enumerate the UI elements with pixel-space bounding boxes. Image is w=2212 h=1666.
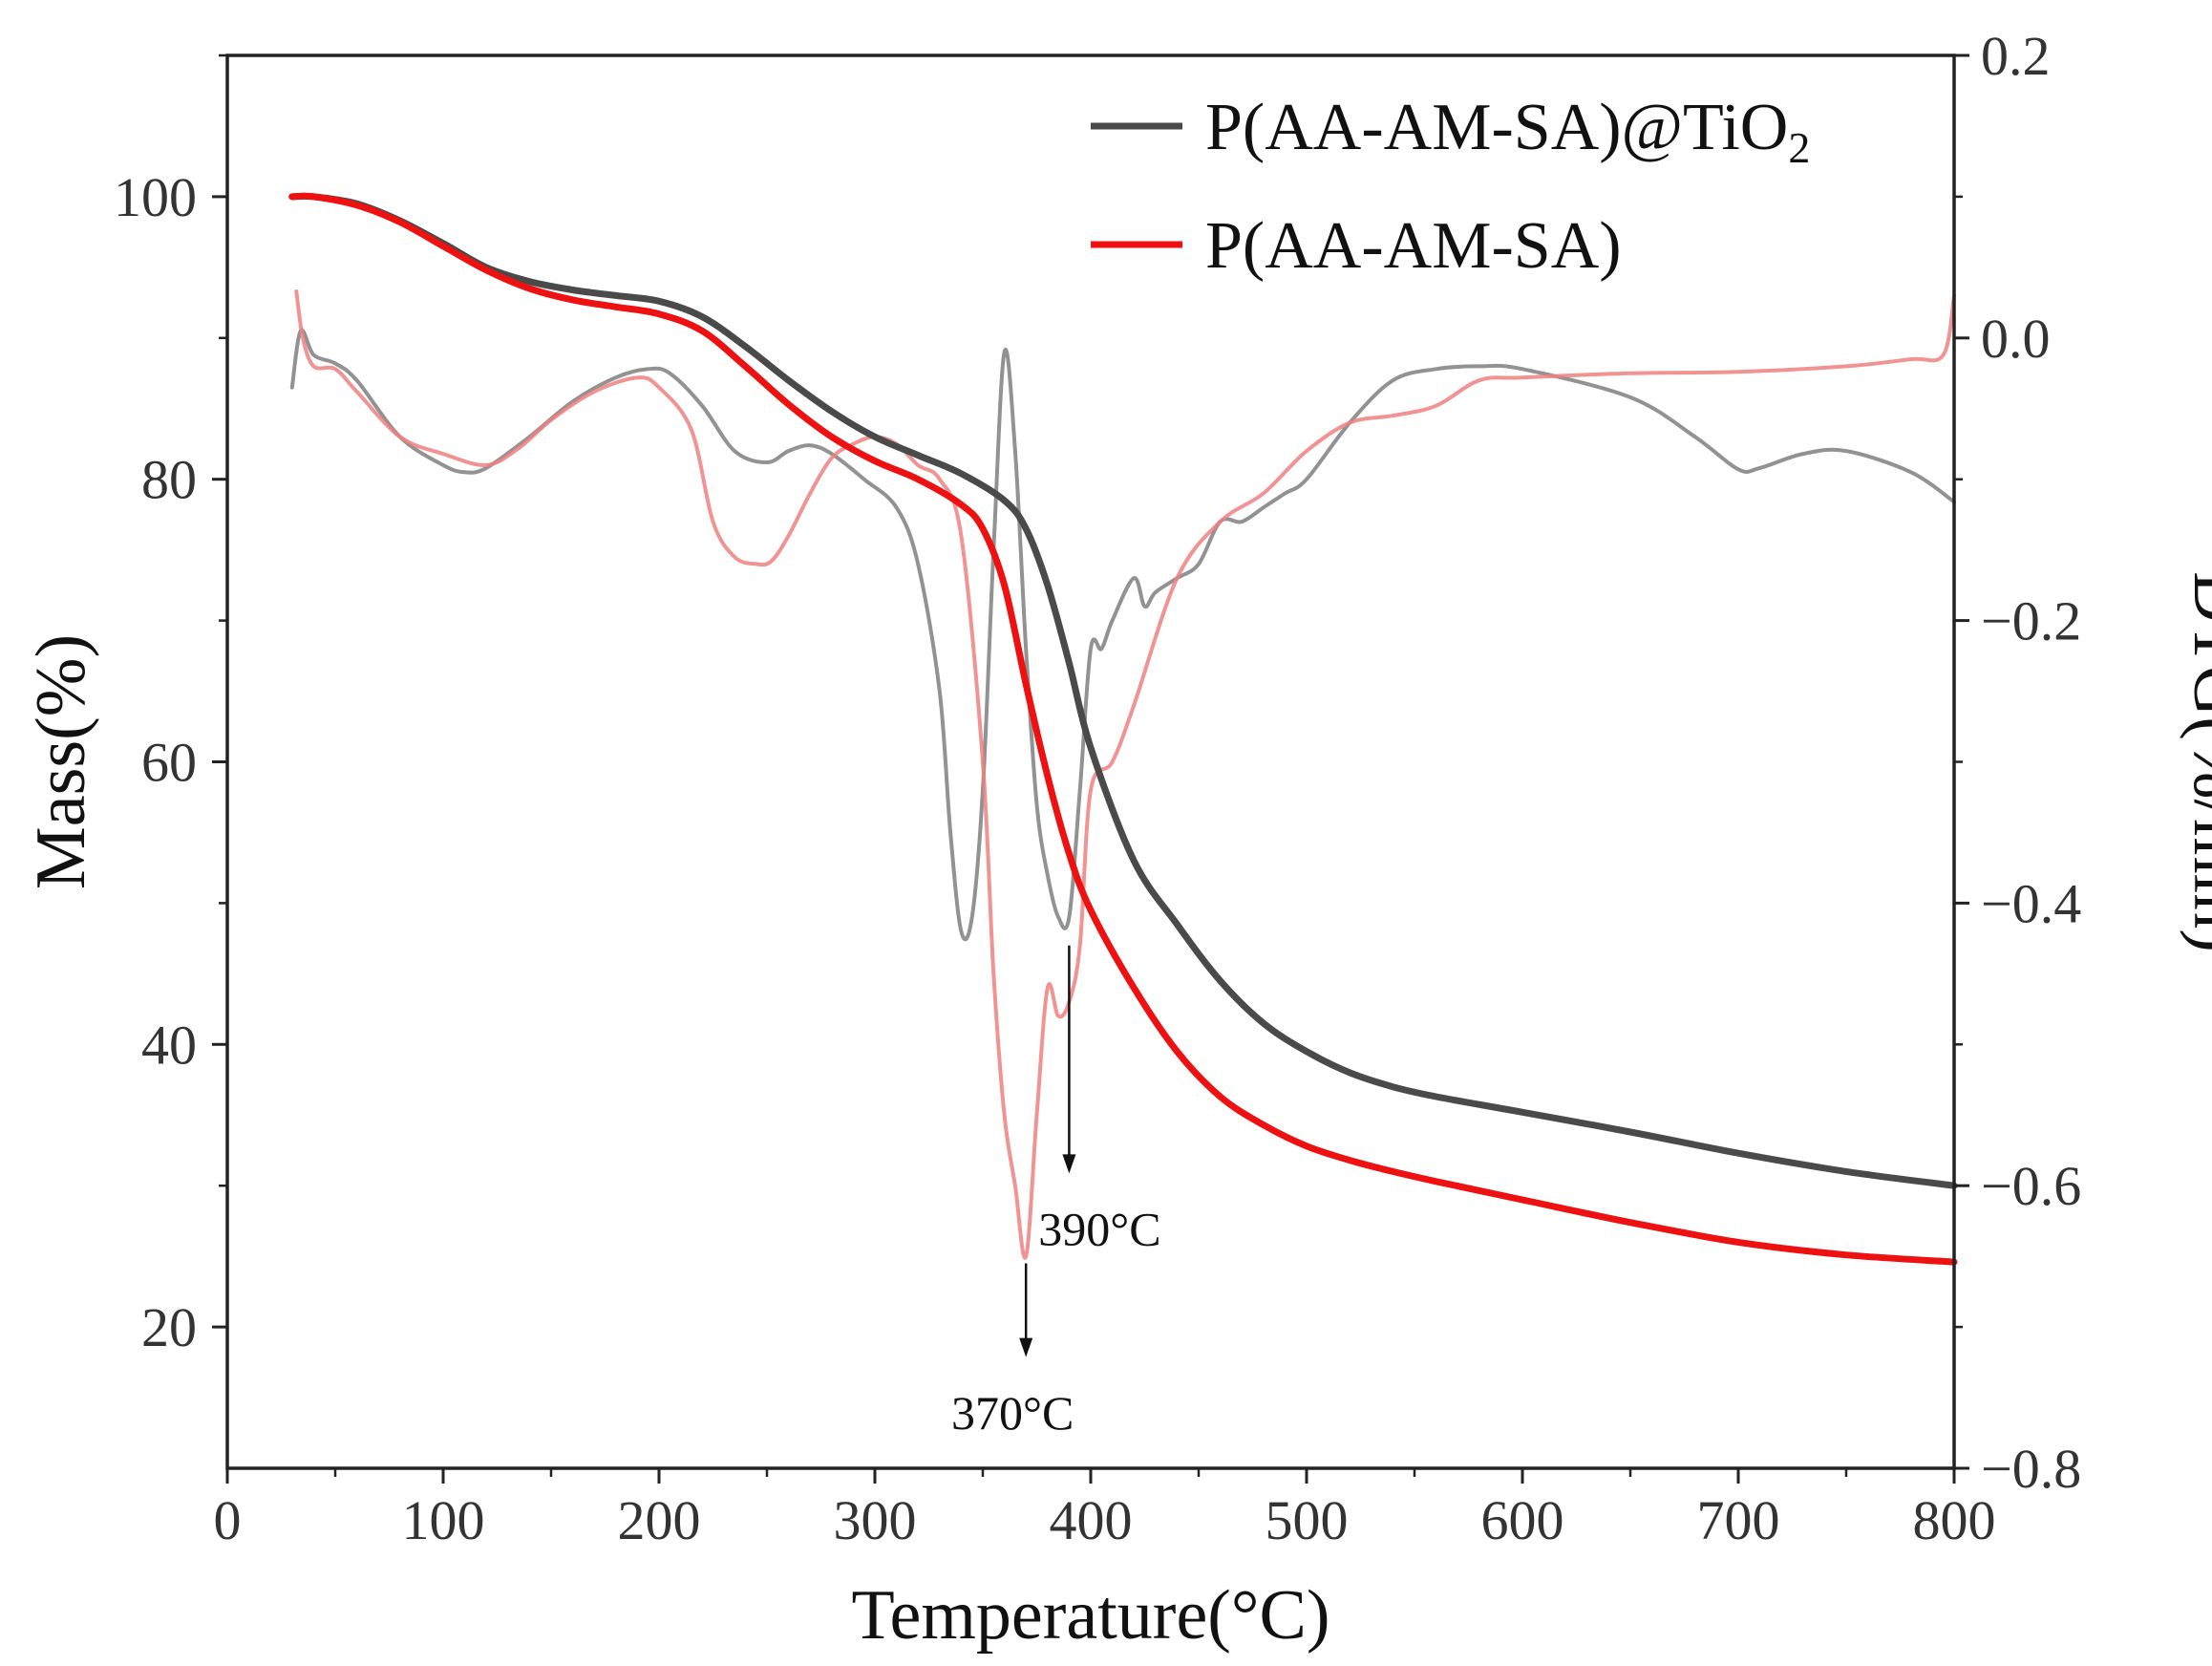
peak-annotations: 390°C 370°C [951,945,1161,1440]
y-right-axis-title: DTG(%/min) [2179,571,2212,952]
x-axis-title: Temperature(°C) [851,1576,1329,1655]
y-left-tick-label: 80 [141,449,197,511]
series-line-0 [288,192,1958,1189]
series-line-3 [294,289,1956,1260]
x-tick-label: 700 [1697,1489,1780,1551]
x-tick-label: 0 [214,1489,242,1551]
legend-label-tio2-main: P(AA-AM-SA)@TiO [1205,91,1788,164]
mass-series-layer [288,192,1958,1266]
y-right-tick-label: −0.8 [1981,1438,2081,1500]
y-right-axis-ticks: −0.8 −0.6 −0.4 −0.2 0.0 0.2 [1954,25,2081,1500]
legend: P(AA-AM-SA)@TiO2 P(AA-AM-SA) [1091,91,1810,283]
x-tick-label: 600 [1481,1489,1564,1551]
y-right-tick-label: −0.2 [1981,590,2081,652]
y-right-tick-label: −0.4 [1981,872,2081,934]
x-axis-ticks: 0 100 200 300 400 500 600 700 800 [214,1468,1996,1551]
x-tick-label: 400 [1050,1489,1133,1551]
y-right-tick-label: 0.2 [1981,25,2051,87]
y-right-tick-label: 0.0 [1981,308,2051,370]
legend-label-tio2-subscript: 2 [1788,123,1810,172]
annotation-arrowhead [1062,1154,1076,1174]
x-tick-label: 800 [1913,1489,1996,1551]
annotation-arrowhead [1019,1337,1033,1357]
y-left-tick-label: 40 [141,1014,197,1076]
y-left-tick-label: 20 [141,1296,197,1358]
legend-label-plain: P(AA-AM-SA) [1205,209,1622,283]
x-tick-label: 300 [834,1489,917,1551]
y-left-tick-label: 60 [141,732,197,794]
y-left-axis-ticks: 20 40 60 80 100 [114,53,227,1358]
annotation-label: 370°C [951,1386,1074,1440]
series-line-1 [288,192,1958,1266]
x-tick-label: 500 [1266,1489,1349,1551]
y-left-axis-title: Mass(%) [22,634,100,889]
y-left-tick-label: 100 [114,166,197,228]
x-tick-label: 100 [402,1489,485,1551]
plot-area [288,192,1958,1266]
annotation-label: 390°C [1038,1203,1160,1256]
x-tick-label: 200 [618,1489,701,1551]
y-right-tick-label: −0.6 [1981,1155,2081,1217]
legend-label-tio2: P(AA-AM-SA)@TiO2 [1205,91,1810,172]
legend-label-plain-main: P(AA-AM-SA) [1205,209,1622,283]
